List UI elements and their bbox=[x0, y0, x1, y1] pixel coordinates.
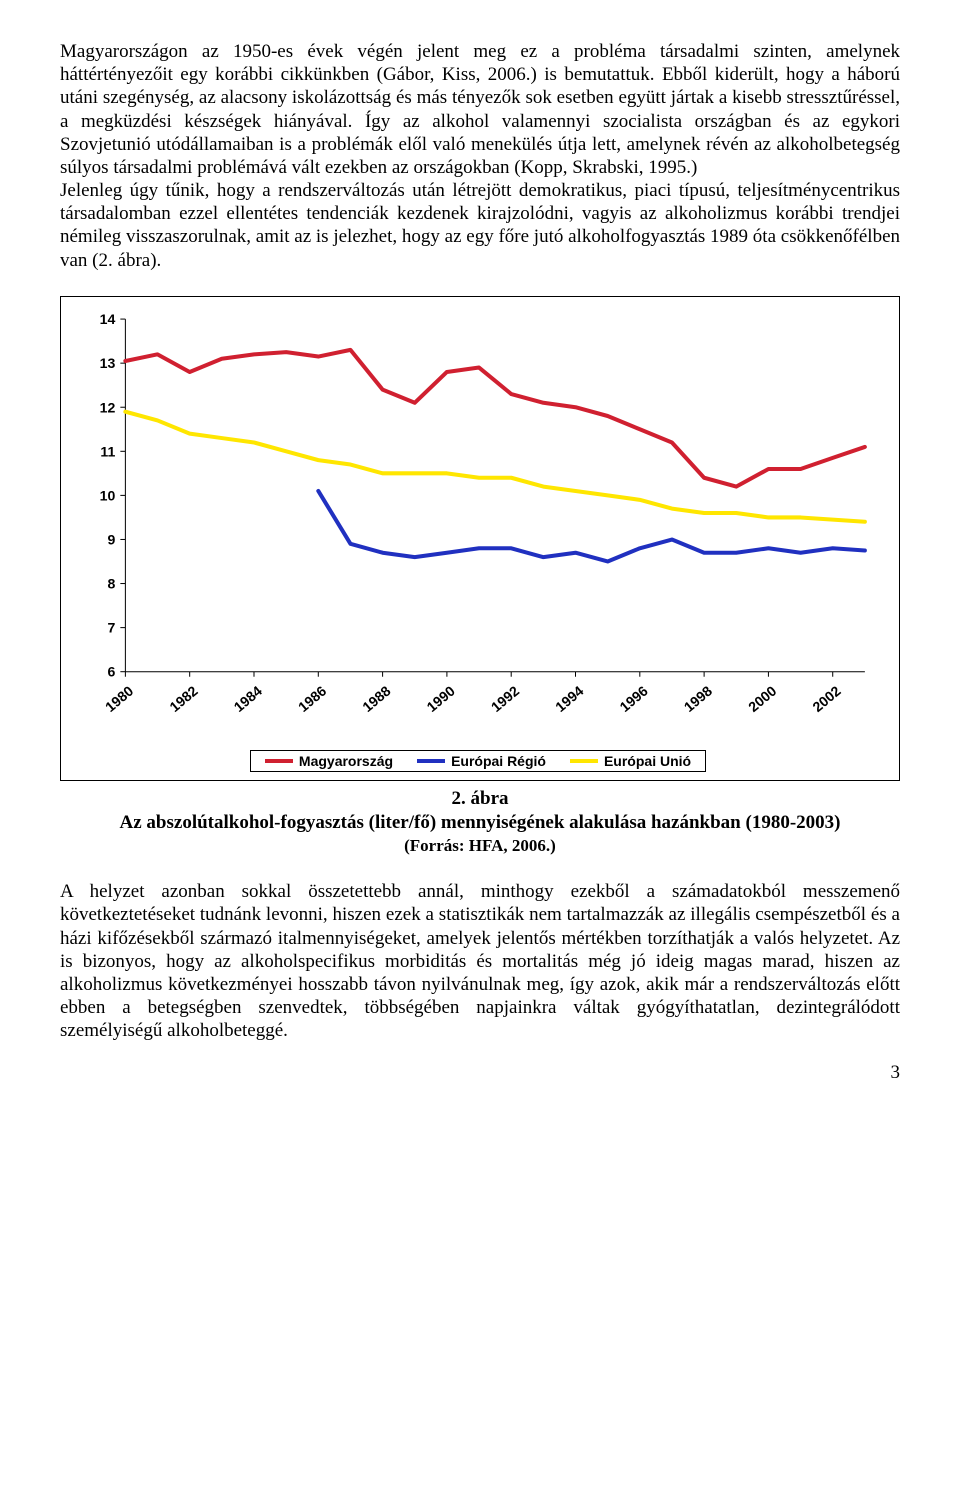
legend-label: Magyarország bbox=[299, 753, 393, 769]
legend-item: Európai Régió bbox=[417, 753, 546, 769]
svg-text:6: 6 bbox=[107, 663, 115, 679]
legend-item: Európai Unió bbox=[570, 753, 691, 769]
legend-swatch bbox=[265, 759, 293, 763]
chart-legend: Magyarország Európai Régió Európai Unió bbox=[250, 750, 706, 772]
svg-text:12: 12 bbox=[100, 399, 116, 415]
figure-source: (Forrás: HFA, 2006.) bbox=[404, 836, 556, 855]
figure-number: 2. ábra bbox=[452, 788, 509, 809]
paragraph-1-text: Magyarországon az 1950-es évek végén jel… bbox=[60, 41, 900, 178]
svg-text:7: 7 bbox=[107, 619, 115, 635]
legend-label: Európai Régió bbox=[451, 753, 546, 769]
svg-text:11: 11 bbox=[100, 443, 115, 459]
page-number: 3 bbox=[891, 1062, 901, 1084]
svg-text:9: 9 bbox=[107, 531, 115, 547]
svg-text:10: 10 bbox=[100, 487, 116, 503]
paragraph-1: Magyarországon az 1950-es évek végén jel… bbox=[60, 40, 900, 272]
legend-item: Magyarország bbox=[265, 753, 393, 769]
figure-title: Az abszolútalkohol-fogyasztás (liter/fő)… bbox=[120, 812, 841, 833]
alcohol-consumption-chart-frame: 6789101112131419801982198419861988199019… bbox=[60, 296, 900, 781]
figure-caption: 2. ábra Az abszolútalkohol-fogyasztás (l… bbox=[60, 787, 900, 858]
legend-label: Európai Unió bbox=[604, 753, 691, 769]
svg-text:8: 8 bbox=[107, 575, 115, 591]
svg-text:13: 13 bbox=[100, 355, 116, 371]
legend-swatch bbox=[417, 759, 445, 763]
svg-text:14: 14 bbox=[100, 311, 116, 327]
legend-swatch bbox=[570, 759, 598, 763]
paragraph-3: A helyzet azonban sokkal összetettebb an… bbox=[60, 880, 900, 1042]
alcohol-consumption-chart: 6789101112131419801982198419861988199019… bbox=[75, 309, 881, 742]
paragraph-2-text: Jelenleg úgy tűnik, hogy a rendszerválto… bbox=[60, 180, 900, 271]
